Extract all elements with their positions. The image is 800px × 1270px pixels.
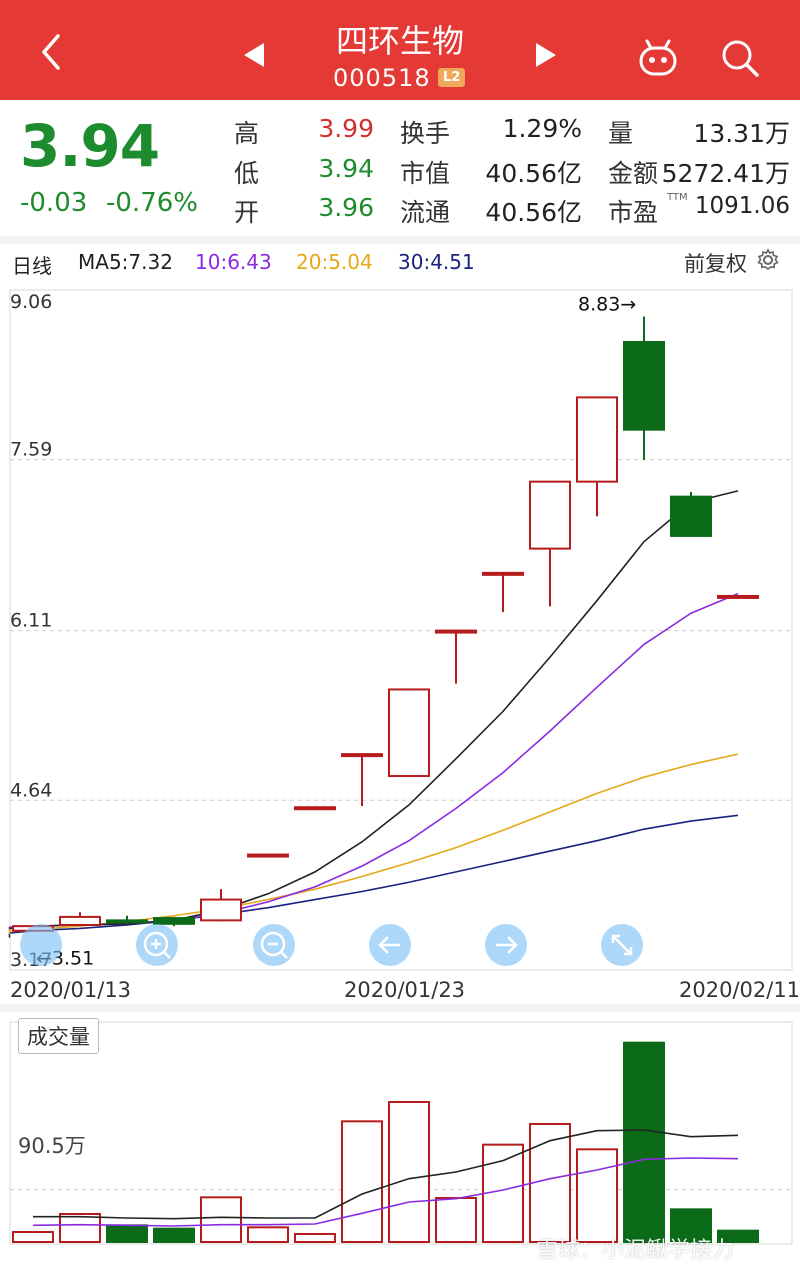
ma10-value: 10:6.43 bbox=[195, 250, 272, 274]
move-left-icon[interactable] bbox=[20, 924, 62, 966]
volume-bar bbox=[388, 1101, 430, 1243]
candle-body bbox=[576, 396, 618, 483]
date-label-end: 2020/02/11 bbox=[679, 978, 800, 1002]
triangle-right-icon[interactable] bbox=[532, 40, 560, 70]
fullscreen-icon[interactable] bbox=[601, 924, 643, 966]
y-tick-label: 9.06 bbox=[10, 291, 52, 313]
stock-code: 000518 bbox=[333, 64, 431, 92]
low-value: 3.94 bbox=[318, 154, 374, 183]
high-value: 3.99 bbox=[318, 114, 374, 143]
candle-body bbox=[435, 629, 477, 634]
candle-body bbox=[200, 898, 242, 922]
volume-bar bbox=[670, 1208, 712, 1243]
float-label: 流通 bbox=[400, 198, 451, 227]
candle-body bbox=[670, 495, 712, 537]
high-marker: 8.83→ bbox=[578, 294, 636, 316]
adjust-selector[interactable]: 前复权 bbox=[684, 252, 747, 276]
watermark: 雪球：小泥鳅学接力 bbox=[536, 1238, 735, 1263]
candle-body bbox=[717, 594, 759, 599]
candle-body bbox=[623, 340, 665, 431]
ma30-value: 30:4.51 bbox=[398, 250, 475, 274]
volume-bar bbox=[623, 1041, 665, 1243]
volume-frame bbox=[9, 1021, 793, 1245]
triangle-left-icon[interactable] bbox=[240, 40, 268, 70]
volume-bar bbox=[576, 1148, 618, 1243]
volume-bar bbox=[12, 1231, 54, 1243]
volume-label: 量 bbox=[608, 119, 634, 148]
ma5-line bbox=[9, 490, 739, 930]
level2-badge[interactable]: L2 bbox=[438, 68, 466, 87]
volume-bar bbox=[153, 1227, 195, 1244]
candle-body bbox=[59, 915, 101, 926]
candle-body bbox=[294, 806, 336, 811]
date-label-start: 2020/01/13 bbox=[10, 978, 132, 1002]
ma30-line bbox=[8, 814, 739, 938]
amount-label: 金额 bbox=[608, 159, 659, 188]
chevron-left-icon[interactable] bbox=[30, 30, 74, 74]
y-tick-label: 6.11 bbox=[10, 610, 52, 632]
turnover-label: 换手 bbox=[400, 119, 451, 148]
stock-name: 四环生物 bbox=[335, 22, 464, 60]
gear-icon[interactable] bbox=[756, 248, 780, 272]
volume-ma5-line bbox=[33, 1129, 739, 1220]
high-label: 高 bbox=[234, 119, 260, 148]
volume-indicator-selector[interactable]: 成交量 bbox=[18, 1018, 99, 1054]
arrow-left-icon[interactable] bbox=[369, 924, 411, 966]
candle-body bbox=[247, 853, 289, 858]
ma10-line bbox=[8, 592, 739, 930]
date-label-mid: 2020/01/23 bbox=[344, 978, 466, 1002]
ma20-value: 20:5.04 bbox=[296, 250, 373, 274]
float-value: 40.56亿 bbox=[485, 198, 582, 227]
chart-frame bbox=[9, 289, 793, 971]
volume-bar bbox=[529, 1123, 571, 1243]
volume-value: 13.31万 bbox=[693, 119, 790, 148]
search-icon[interactable] bbox=[718, 36, 762, 80]
y-tick-label: 4.64 bbox=[10, 779, 52, 801]
zoom-in-icon[interactable] bbox=[136, 924, 178, 966]
last-price: 3.94 bbox=[20, 112, 160, 180]
arrow-right-icon[interactable] bbox=[485, 924, 527, 966]
volume-bar bbox=[59, 1213, 101, 1243]
volume-axis-label: 90.5万 bbox=[18, 1134, 86, 1158]
price-change: -0.03 bbox=[20, 188, 88, 218]
turnover-value: 1.29% bbox=[502, 114, 582, 143]
candle-body bbox=[341, 753, 383, 758]
stock-header: 四环生物 000518 L2 bbox=[0, 0, 800, 100]
zoom-out-icon[interactable] bbox=[253, 924, 295, 966]
quote-panel bbox=[0, 100, 800, 236]
price-change-pct: -0.76% bbox=[106, 188, 198, 218]
pe-value: 1091.06 bbox=[694, 193, 790, 219]
volume-bar bbox=[341, 1120, 383, 1243]
amount-value: 5272.41万 bbox=[661, 159, 790, 188]
volume-bar bbox=[717, 1229, 759, 1244]
ma5-value: MA5:7.32 bbox=[78, 250, 173, 274]
candle-body bbox=[482, 571, 524, 576]
open-label: 开 bbox=[234, 198, 260, 227]
divider bbox=[0, 1004, 800, 1012]
divider bbox=[0, 236, 800, 244]
robot-icon[interactable] bbox=[636, 38, 680, 78]
volume-bar bbox=[247, 1226, 289, 1243]
candlestick-chart[interactable]: 9.067.596.114.643.178.83→←3.51 bbox=[0, 270, 800, 976]
volume-ma10-line bbox=[32, 1157, 739, 1227]
candle-body bbox=[106, 919, 148, 924]
candle-body bbox=[153, 917, 195, 925]
volume-bar bbox=[200, 1196, 242, 1243]
volume-bar bbox=[294, 1233, 336, 1243]
pe-ttm-sup: TTM bbox=[667, 192, 688, 203]
low-label: 低 bbox=[234, 159, 260, 188]
candle-body bbox=[529, 480, 571, 550]
volume-chart[interactable] bbox=[0, 1012, 800, 1270]
volume-bar bbox=[106, 1224, 148, 1243]
candle-body bbox=[388, 688, 430, 778]
ma20-line bbox=[8, 753, 739, 935]
y-tick-label: 7.59 bbox=[10, 439, 52, 461]
volume-bar bbox=[435, 1197, 477, 1243]
mktcap-label: 市值 bbox=[400, 159, 451, 188]
mktcap-value: 40.56亿 bbox=[485, 159, 582, 188]
open-value: 3.96 bbox=[318, 193, 374, 222]
period-tab-daily[interactable]: 日线 bbox=[12, 254, 52, 278]
pe-label: 市盈 bbox=[608, 198, 659, 227]
